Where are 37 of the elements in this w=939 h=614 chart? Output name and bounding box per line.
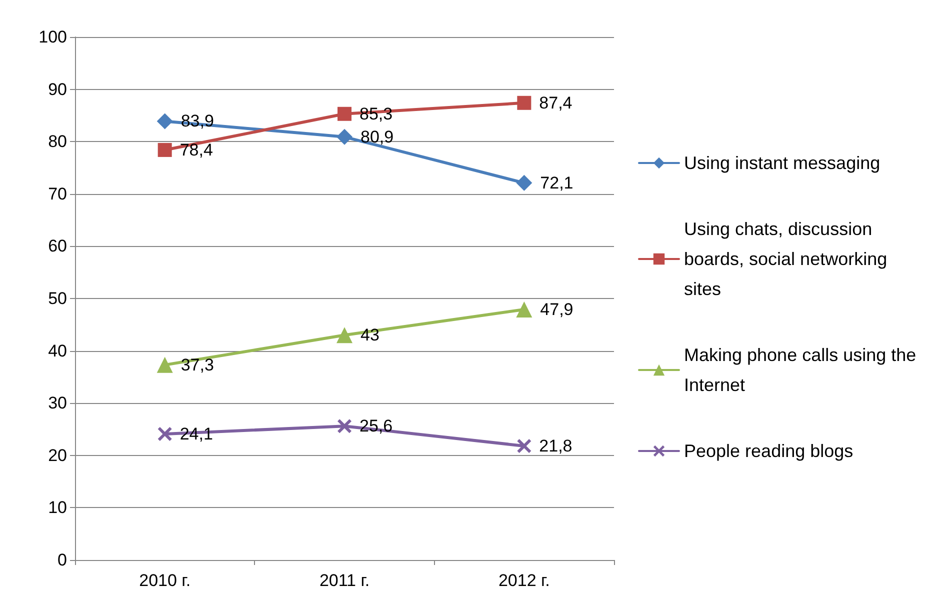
y-tick-label: 30 bbox=[48, 394, 67, 413]
x-tick-label: 2011 г. bbox=[319, 571, 370, 590]
data-label: 87,4 bbox=[539, 93, 572, 112]
x-tick-label: 2012 г. bbox=[498, 571, 550, 590]
legend-label: Using chats, discussion boards, social networking sites bbox=[684, 219, 892, 299]
data-label: 80,9 bbox=[360, 127, 394, 146]
y-tick-label: 80 bbox=[48, 132, 67, 152]
y-tick-label: 90 bbox=[48, 80, 67, 99]
point bbox=[516, 301, 532, 318]
y-tick-label: 100 bbox=[38, 28, 67, 46]
point bbox=[336, 128, 352, 145]
data-label: 78,4 bbox=[180, 140, 213, 160]
point bbox=[517, 438, 532, 453]
legend-label: Making phone calls using the Internet bbox=[684, 345, 922, 395]
point bbox=[336, 327, 352, 344]
legend-label: Using instant messaging bbox=[684, 153, 880, 173]
point bbox=[338, 419, 352, 434]
y-tick-label: 50 bbox=[48, 289, 67, 308]
point bbox=[156, 356, 173, 373]
point bbox=[158, 142, 172, 157]
x-tick-label: 2010 г. bbox=[139, 571, 191, 590]
data-label: 37,3 bbox=[180, 355, 214, 374]
data-label: 21,8 bbox=[539, 436, 572, 456]
point bbox=[516, 174, 532, 191]
y-tick-label: 70 bbox=[48, 184, 67, 204]
y-tick-label: 10 bbox=[48, 498, 67, 518]
data-label: 47,9 bbox=[540, 300, 574, 319]
legend-label: People reading blogs bbox=[684, 441, 854, 461]
y-tick-label: 60 bbox=[48, 236, 67, 256]
y-tick-label: 20 bbox=[48, 446, 67, 465]
y-tick-label: 40 bbox=[48, 341, 67, 360]
data-label: 72,1 bbox=[540, 173, 574, 192]
point bbox=[338, 106, 352, 121]
point bbox=[158, 426, 172, 441]
y-tick-label: 0 bbox=[58, 550, 67, 570]
point bbox=[517, 96, 532, 110]
point bbox=[156, 113, 173, 130]
